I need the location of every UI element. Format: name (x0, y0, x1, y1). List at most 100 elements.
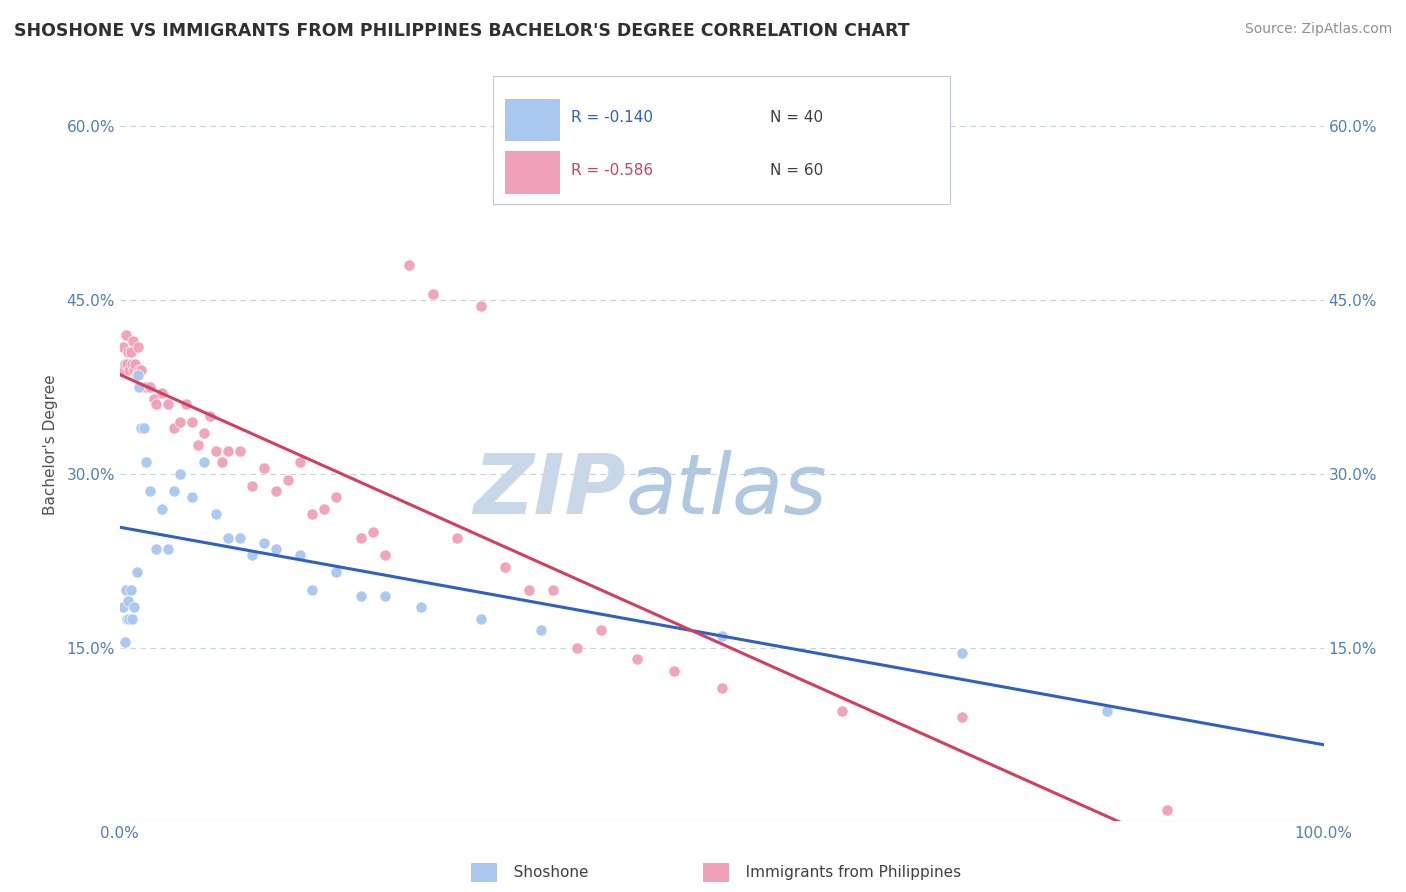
Point (112, 600, 135, 615)
Point (135, 380, 157, 394)
Point (114, 582, 136, 597)
Point (132, 380, 155, 394)
Point (198, 409, 221, 423)
Point (122, 362, 145, 376)
Point (211, 455, 233, 469)
Point (139, 484, 162, 499)
Point (131, 362, 153, 376)
Point (229, 531, 252, 545)
Point (374, 589, 396, 603)
Text: R = -0.586: R = -0.586 (571, 162, 654, 178)
Point (169, 415, 191, 429)
Point (122, 600, 145, 615)
Point (118, 362, 141, 376)
Point (952, 647, 974, 661)
Point (135, 455, 157, 469)
Point (169, 467, 191, 481)
Point (120, 582, 142, 597)
Point (181, 415, 204, 429)
Point (277, 473, 299, 487)
Point (567, 640, 589, 655)
Text: Shoshone: Shoshone (499, 865, 589, 880)
Point (446, 531, 468, 545)
Point (517, 582, 540, 597)
Point (193, 426, 215, 441)
Point (361, 524, 384, 539)
Text: ZIP: ZIP (472, 450, 626, 531)
Point (124, 357, 146, 371)
Point (117, 594, 139, 608)
Point (494, 559, 516, 574)
Point (266, 484, 288, 499)
Point (1095, 705, 1118, 719)
FancyBboxPatch shape (505, 152, 560, 193)
Point (145, 397, 167, 411)
Point (217, 531, 239, 545)
Point (662, 664, 685, 678)
Point (952, 710, 974, 724)
Point (114, 327, 136, 342)
Point (205, 443, 228, 458)
Point (217, 443, 239, 458)
Point (139, 380, 162, 394)
Point (349, 531, 371, 545)
Point (181, 490, 204, 504)
Point (266, 542, 288, 557)
Point (470, 299, 492, 313)
Point (122, 334, 145, 348)
Point (117, 345, 139, 359)
Point (541, 582, 564, 597)
Point (128, 380, 150, 394)
Point (626, 652, 648, 666)
Point (422, 287, 444, 301)
FancyBboxPatch shape (494, 76, 950, 204)
Text: R = -0.140: R = -0.140 (571, 110, 654, 125)
Point (156, 397, 179, 411)
Point (1156, 803, 1178, 817)
Point (115, 612, 138, 626)
Text: Immigrants from Philippines: Immigrants from Philippines (731, 865, 962, 880)
Point (127, 339, 149, 353)
Point (120, 345, 142, 359)
Point (470, 612, 492, 626)
Point (115, 357, 138, 371)
Point (710, 629, 733, 643)
Point (591, 624, 613, 638)
Point (409, 600, 432, 615)
Point (121, 612, 143, 626)
Point (142, 392, 165, 406)
Point (710, 681, 733, 696)
Point (301, 508, 323, 522)
Point (349, 589, 371, 603)
Point (240, 548, 263, 562)
Point (163, 420, 186, 434)
Point (163, 484, 186, 499)
Point (253, 536, 276, 550)
Point (290, 548, 312, 562)
Text: atlas: atlas (626, 450, 827, 531)
Point (831, 705, 853, 719)
Point (156, 542, 179, 557)
Point (121, 357, 143, 371)
Point (374, 548, 396, 562)
Point (253, 461, 276, 475)
Point (229, 443, 252, 458)
Point (131, 420, 153, 434)
Point (398, 259, 420, 273)
Point (118, 612, 141, 626)
Point (112, 339, 135, 353)
Point (128, 362, 150, 376)
Point (150, 385, 173, 400)
Point (187, 438, 209, 452)
Point (125, 566, 148, 580)
Point (145, 542, 167, 557)
Point (325, 490, 347, 504)
Point (114, 357, 136, 371)
Point (111, 362, 134, 376)
Point (132, 420, 155, 434)
Point (150, 501, 173, 516)
Point (290, 455, 312, 469)
Point (127, 368, 149, 383)
Point (530, 624, 553, 638)
Point (114, 635, 136, 649)
